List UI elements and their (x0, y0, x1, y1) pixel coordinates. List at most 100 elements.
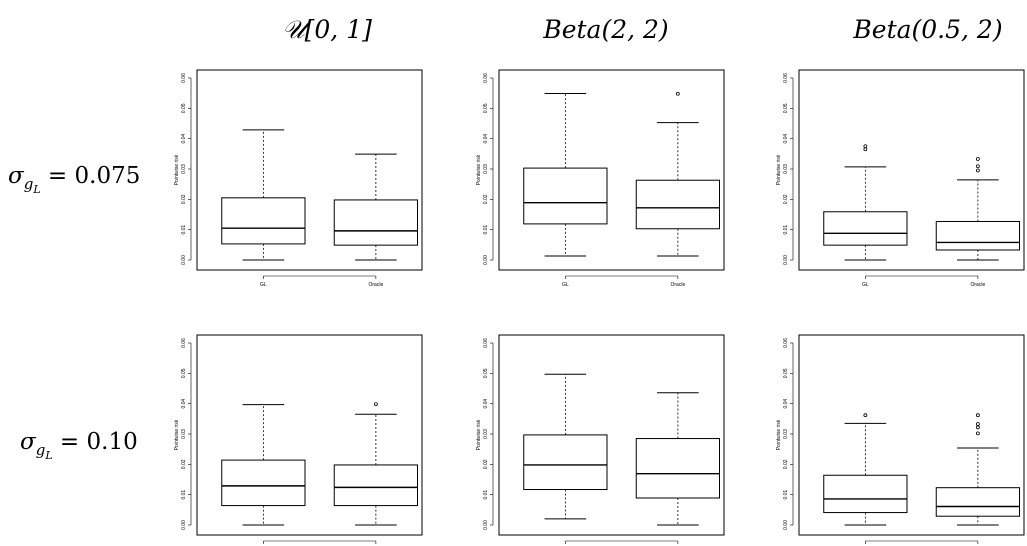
y-tick-label: 0.04 (483, 134, 489, 144)
boxplot-panel-3: 0.00 0.01 0.02 0.03 0.04 0.05 0.06 Pointwise ri… (174, 334, 423, 544)
box-oracle (635, 392, 720, 526)
row-label-1-sub: g (36, 441, 46, 459)
iqr-box (333, 199, 418, 246)
y-axis-label: Pointwise risk (174, 154, 180, 185)
outlier-point (373, 402, 378, 407)
outlier-point (975, 157, 980, 161)
y-tick-label: 0.03 (783, 429, 789, 439)
y-tick-label: 0.01 (483, 490, 489, 500)
y-tick-label: 0.04 (783, 399, 789, 409)
column-title-beta-05-2: Beta(0.5, 2) (852, 15, 1002, 44)
box-gl (221, 129, 306, 261)
row-label-1-value: = 0.10 (53, 429, 138, 455)
y-tick-label: 0.02 (181, 459, 187, 469)
y-tick-label: 0.03 (783, 164, 789, 174)
plot-frame (798, 69, 1025, 271)
plot-frame (196, 69, 423, 271)
box-oracle (935, 157, 1020, 261)
y-tick-label: 0.06 (783, 338, 789, 348)
column-title-uniform: 𝒰[0, 1] (282, 15, 372, 44)
panels-group: 0.00 0.01 0.02 0.03 0.04 0.05 0.06 Pointwise ri… (174, 69, 1025, 544)
row-label-1-sigma: σ (20, 429, 37, 455)
boxplot-panel-4: 0.00 0.01 0.02 0.03 0.04 0.05 0.06 Pointwise ri… (476, 334, 725, 544)
boxplot-panel-1: 0.00 0.01 0.02 0.03 0.04 0.05 0.06 Pointwise ri… (476, 69, 725, 288)
box-gl (823, 413, 908, 526)
column-title-beta-2-2: Beta(2, 2) (542, 15, 668, 44)
y-tick-label: 0.05 (483, 368, 489, 378)
iqr-box (523, 167, 608, 225)
y-axis-label: Pointwise risk (776, 419, 782, 450)
boxplot-panel-5: 0.00 0.01 0.02 0.03 0.04 0.05 0.06 Pointwise ri… (776, 334, 1025, 544)
y-tick-label: 0.06 (483, 73, 489, 83)
row-label-0-sub: g (24, 175, 34, 193)
y-tick-label: 0.04 (181, 134, 187, 144)
outlier-point (975, 422, 980, 426)
x-tick-label: GL (562, 282, 569, 288)
row-label-1-subsub: L (44, 449, 52, 462)
y-tick-label: 0.00 (181, 255, 187, 265)
boxplot-panel-2: 0.00 0.01 0.02 0.03 0.04 0.05 0.06 Pointwise ri… (776, 69, 1025, 288)
outlier-point (975, 425, 980, 430)
y-tick-label: 0.03 (181, 429, 187, 439)
iqr-box (935, 220, 1020, 251)
x-tick-label: Oracle (671, 282, 686, 288)
y-tick-label: 0.02 (783, 194, 789, 204)
box-gl (523, 373, 608, 520)
y-tick-label: 0.03 (483, 164, 489, 174)
outlier-point (975, 413, 980, 418)
box-gl (523, 92, 608, 257)
y-tick-label: 0.06 (783, 73, 789, 83)
x-tick-label: Oracle (971, 282, 986, 288)
y-tick-label: 0.05 (783, 103, 789, 113)
row-label-0-sigma: σ (8, 163, 25, 189)
y-tick-label: 0.06 (181, 73, 187, 83)
iqr-box (935, 487, 1020, 517)
x-tick-label: GL (260, 282, 267, 288)
svg-text:σgL = 0.10: σgL = 0.10 (20, 429, 138, 462)
outlier-point (863, 413, 868, 418)
y-tick-label: 0.06 (483, 338, 489, 348)
y-tick-label: 0.01 (483, 225, 489, 235)
y-tick-label: 0.01 (181, 225, 187, 235)
y-tick-label: 0.06 (181, 338, 187, 348)
y-tick-label: 0.00 (783, 255, 789, 265)
y-tick-label: 0.04 (483, 399, 489, 409)
y-tick-label: 0.00 (783, 520, 789, 530)
y-axis-label: Pointwise risk (476, 154, 482, 185)
x-tick-label: Oracle (369, 282, 384, 288)
outlier-point (975, 164, 980, 169)
outlier-point (975, 168, 980, 173)
y-tick-label: 0.05 (181, 103, 187, 113)
row-label-0-subsub: L (32, 183, 40, 196)
y-tick-label: 0.00 (483, 520, 489, 530)
y-tick-label: 0.03 (181, 164, 187, 174)
box-oracle (935, 413, 1020, 526)
plot-frame (798, 334, 1025, 536)
y-tick-label: 0.04 (783, 134, 789, 144)
y-tick-label: 0.03 (483, 429, 489, 439)
y-tick-label: 0.01 (783, 225, 789, 235)
iqr-box (823, 211, 908, 246)
box-gl (823, 144, 908, 261)
x-tick-label: GL (862, 282, 869, 288)
iqr-box (221, 459, 306, 507)
y-tick-label: 0.00 (483, 255, 489, 265)
y-tick-label: 0.02 (783, 459, 789, 469)
iqr-box (635, 179, 720, 230)
outlier-point (975, 431, 980, 436)
y-tick-label: 0.01 (783, 490, 789, 500)
y-tick-label: 0.00 (181, 520, 187, 530)
iqr-box (823, 474, 908, 514)
y-tick-label: 0.05 (483, 103, 489, 113)
row-label-0-value: = 0.075 (41, 163, 141, 189)
boxplot-panel-0: 0.00 0.01 0.02 0.03 0.04 0.05 0.06 Pointwise ri… (174, 69, 423, 288)
outlier-point (863, 147, 868, 152)
plot-frame (196, 334, 423, 536)
box-gl (221, 404, 306, 526)
box-oracle (333, 153, 418, 261)
y-tick-label: 0.02 (181, 194, 187, 204)
outlier-point (863, 144, 868, 149)
y-axis-label: Pointwise risk (776, 154, 782, 185)
iqr-box (523, 434, 608, 491)
